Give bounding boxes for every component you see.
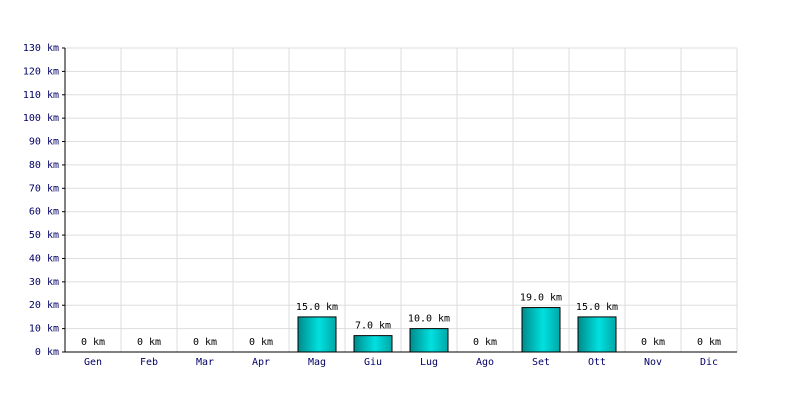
y-tick-label: 0 km (35, 347, 59, 358)
x-tick-label: Ago (476, 357, 494, 368)
y-tick-label: 80 km (29, 160, 59, 171)
x-tick-label: Nov (644, 357, 662, 368)
bar (577, 316, 617, 353)
x-tick-label: Gen (84, 357, 102, 368)
x-tick-label: Apr (252, 357, 270, 368)
data-label: 15.0 km (576, 302, 618, 313)
bar (297, 316, 337, 353)
x-tick-label: Lug (420, 357, 438, 368)
bar (409, 328, 449, 353)
y-tick-label: 20 km (29, 300, 59, 311)
data-label: 7.0 km (355, 321, 391, 332)
x-tick-label: Set (532, 357, 550, 368)
x-tick-label: Mag (308, 357, 326, 368)
data-label: 0 km (473, 337, 497, 348)
data-label: 19.0 km (520, 293, 562, 304)
y-tick-label: 30 km (29, 277, 59, 288)
data-label: 0 km (641, 337, 665, 348)
data-label: 0 km (193, 337, 217, 348)
x-tick-label: Giu (364, 357, 382, 368)
x-tick-label: Mar (196, 357, 214, 368)
data-label: 0 km (697, 337, 721, 348)
x-tick-label: Ott (588, 357, 606, 368)
data-label: 15.0 km (296, 302, 338, 313)
bar (521, 307, 561, 353)
y-tick-label: 130 km (23, 43, 59, 54)
data-label: 0 km (81, 337, 105, 348)
y-tick-label: 100 km (23, 113, 59, 124)
y-tick-label: 60 km (29, 207, 59, 218)
y-tick-label: 40 km (29, 253, 59, 264)
data-label: 0 km (137, 337, 161, 348)
y-tick-label: 50 km (29, 230, 59, 241)
y-tick-label: 10 km (29, 324, 59, 335)
x-tick-label: Dic (700, 357, 718, 368)
data-label: 10.0 km (408, 314, 450, 325)
y-tick-label: 90 km (29, 137, 59, 148)
x-tick-label: Feb (140, 357, 158, 368)
bar (353, 335, 393, 353)
data-label: 0 km (249, 337, 273, 348)
y-tick-label: 70 km (29, 183, 59, 194)
y-tick-label: 110 km (23, 90, 59, 101)
y-tick-label: 120 km (23, 66, 59, 77)
